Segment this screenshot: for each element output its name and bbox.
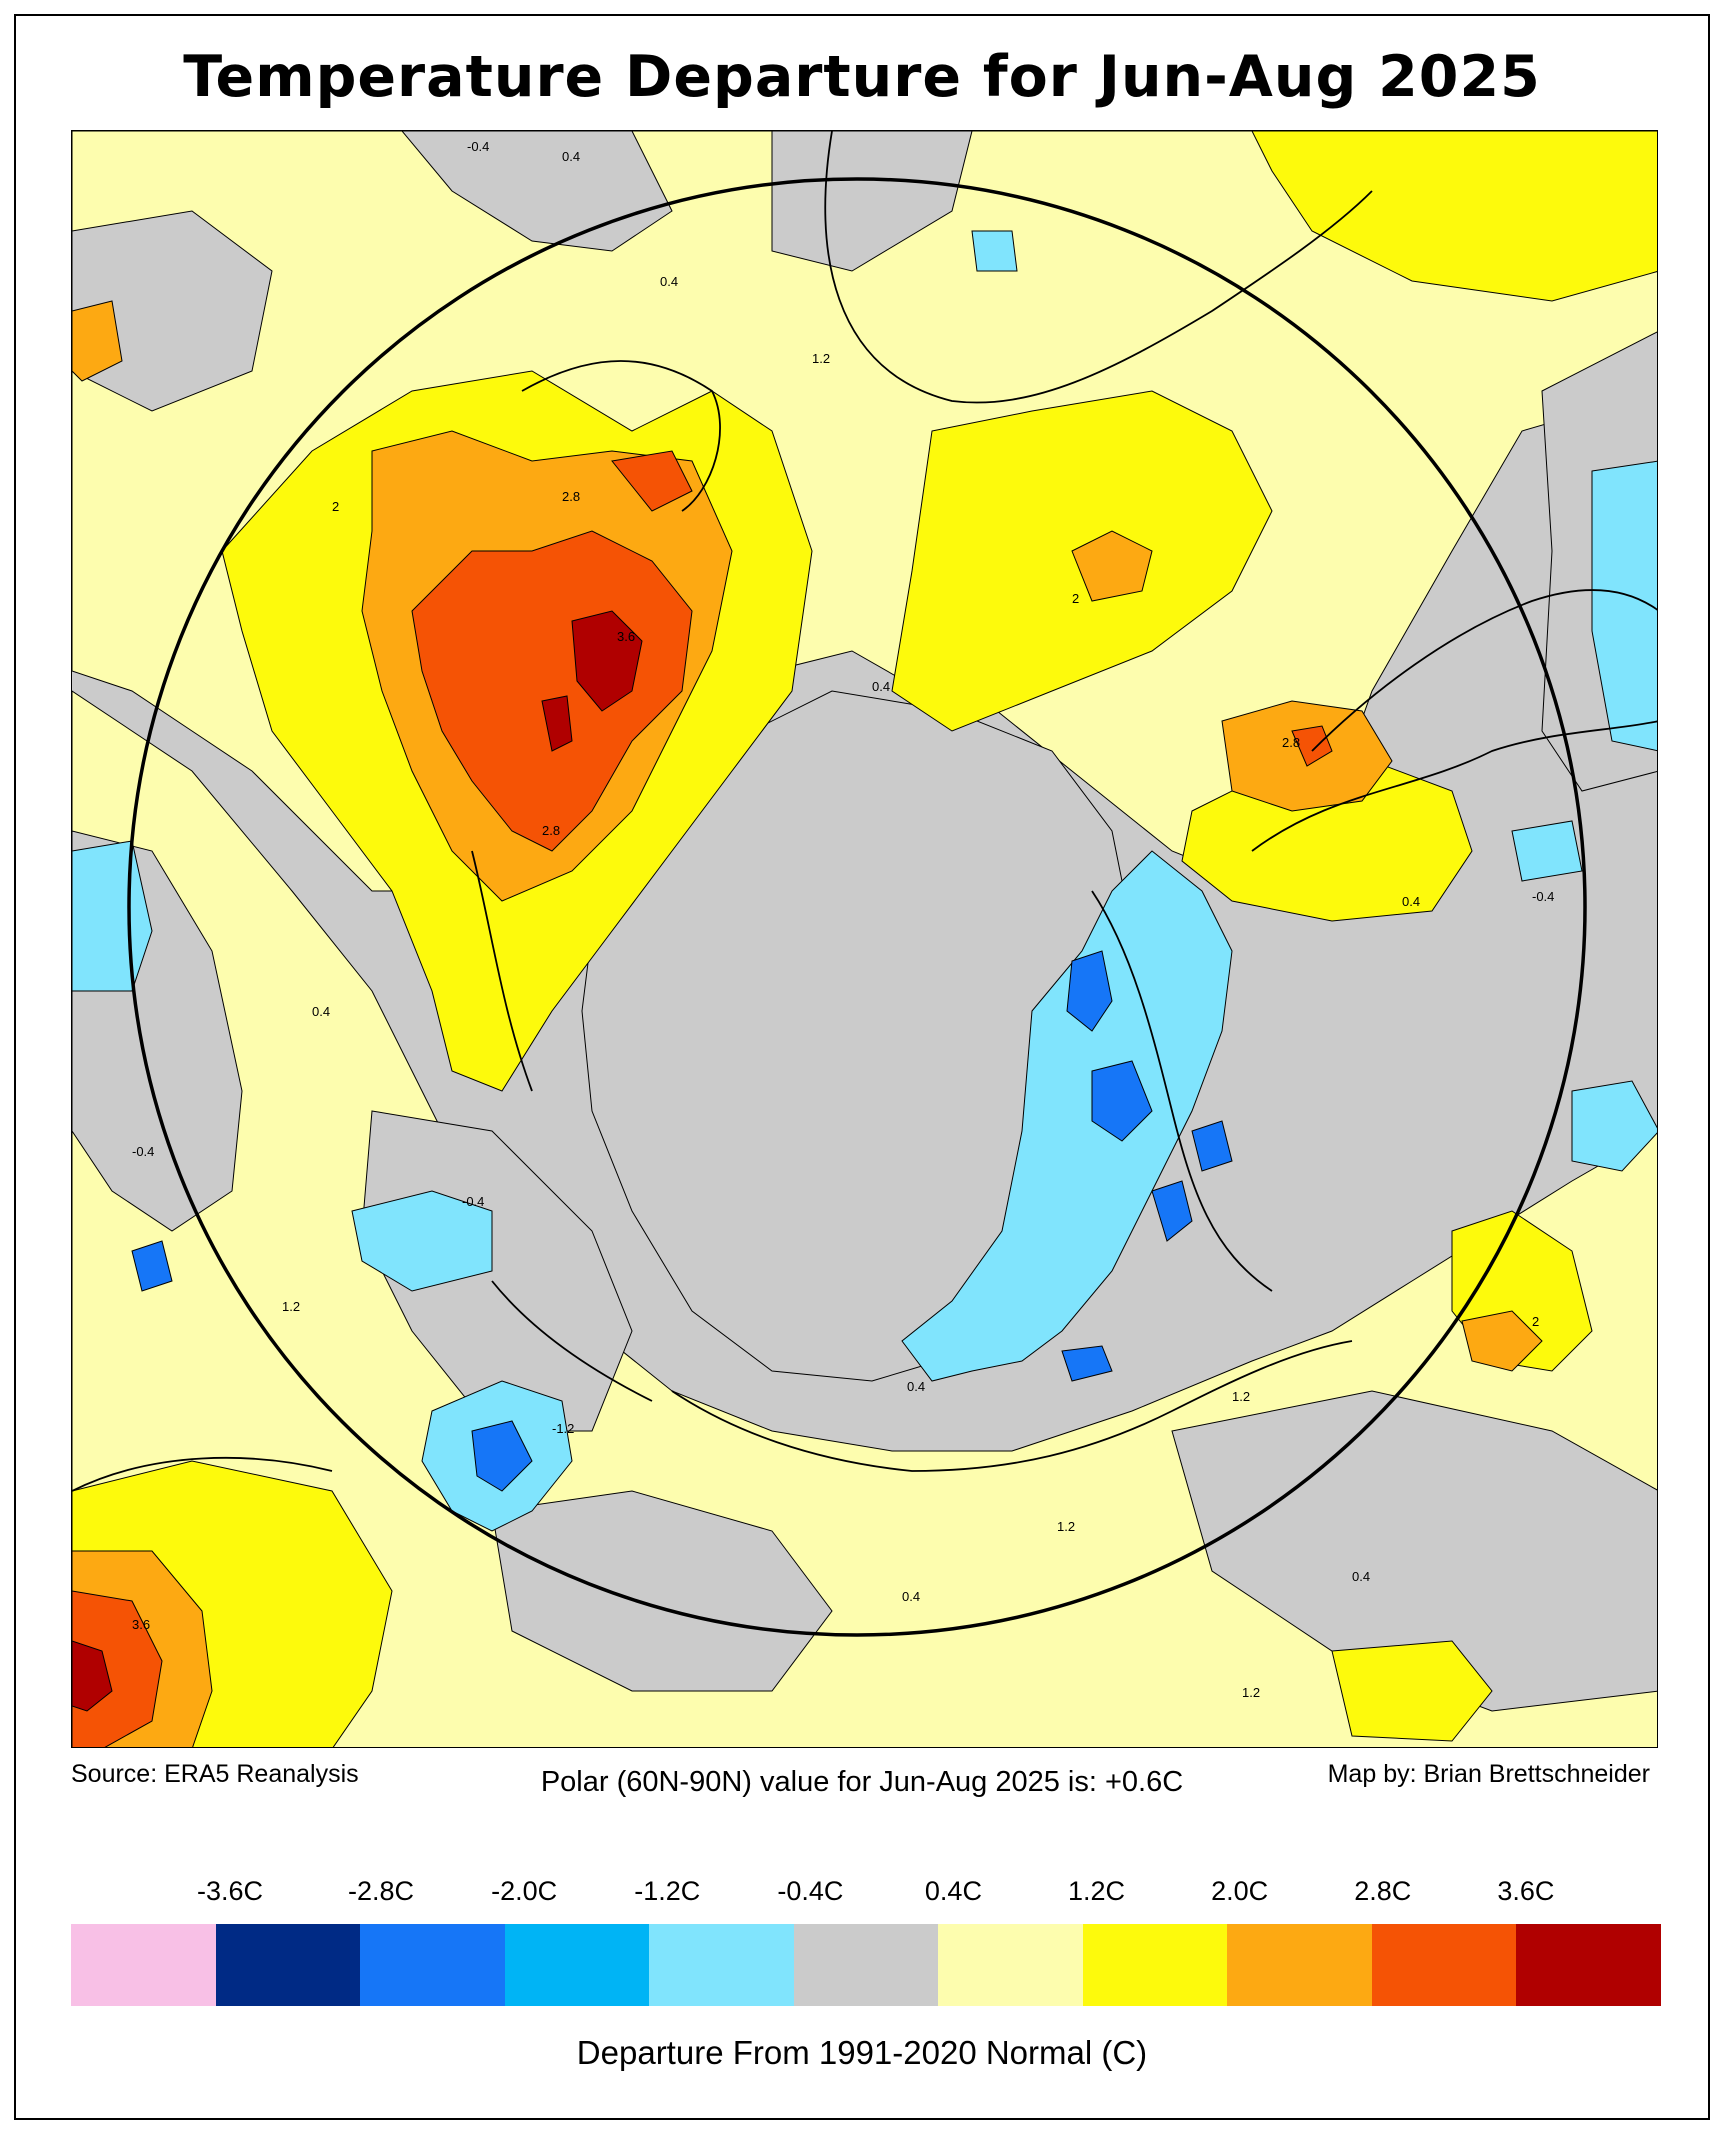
legend-swatch	[360, 1924, 505, 2006]
contour-fill-above-3.6	[72, 610, 643, 1712]
polar-value-note: Polar (60N-90N) value for Jun-Aug 2025 i…	[540, 1766, 1184, 1798]
legend-label: 3.6C	[1497, 1876, 1555, 1906]
contour-label: 0.4	[902, 1589, 920, 1604]
legend-swatch	[1082, 1924, 1228, 2006]
legend-swatch	[938, 1924, 1083, 2006]
contour-label: 3.6	[617, 629, 635, 644]
contour-label-group: -0.4 0.4 0.4 1.2 2 2.8 3.6 2.8 2.8 2 0.4…	[132, 139, 1554, 1700]
credit-note: Map by: Brian Brettschneider	[1327, 1760, 1650, 1788]
legend-swatch	[504, 1924, 650, 2006]
legend-label: 1.2C	[1068, 1876, 1126, 1906]
map-title: Temperature Departure for Jun-Aug 2025	[183, 44, 1541, 110]
contour-label: 2	[332, 499, 339, 514]
contour-label: 2.8	[562, 489, 580, 504]
legend-color-bar	[71, 1924, 1662, 2006]
contour-label: 3.6	[132, 1617, 150, 1632]
60n-latitude-circle	[127, 177, 1587, 1637]
contour-label: 0.4	[562, 149, 580, 164]
figure-border	[14, 14, 1710, 2120]
contour-label: 2	[1072, 591, 1079, 606]
contour-label: 1.2	[812, 351, 830, 366]
legend-label: -0.4C	[777, 1876, 844, 1906]
contour-label: 2.8	[542, 823, 560, 838]
contour-label: 2	[1532, 1314, 1539, 1329]
legend-swatch	[793, 1924, 939, 2006]
legend-swatch	[1516, 1924, 1662, 2006]
legend-swatch	[649, 1924, 794, 2006]
legend-swatch	[1371, 1924, 1517, 2006]
contour-label: 1.2	[1057, 1519, 1075, 1534]
source-note: Source: ERA5 Reanalysis	[71, 1760, 359, 1788]
contour-label: 0.4	[660, 274, 678, 289]
legend-swatch	[1227, 1924, 1372, 2006]
legend-label: 2.8C	[1354, 1876, 1412, 1906]
legend-label: -2.8C	[348, 1876, 415, 1906]
legend-label: -1.2C	[634, 1876, 701, 1906]
legend-label: -2.0C	[491, 1876, 558, 1906]
contour-fill-2.8-3.6	[72, 450, 1333, 1747]
polar-map: -0.4 0.4 0.4 1.2 2 2.8 3.6 2.8 2.8 2 0.4…	[71, 130, 1658, 1748]
contour-label: 1.2	[1242, 1685, 1260, 1700]
legend-label: 0.4C	[924, 1876, 982, 1906]
contour-label: 0.4	[907, 1379, 925, 1394]
contour-label: 0.4	[1352, 1569, 1370, 1584]
contour-label: -0.4	[132, 1144, 154, 1159]
legend-title: Departure From 1991-2020 Normal (C)	[576, 2034, 1148, 2071]
legend-label: -3.6C	[196, 1876, 264, 1906]
contour-label: 1.2	[1232, 1389, 1250, 1404]
legend-swatch	[71, 1924, 216, 2006]
map-canvas: -0.4 0.4 0.4 1.2 2 2.8 3.6 2.8 2.8 2 0.4…	[72, 131, 1657, 1747]
legend-label: 2.0C	[1211, 1876, 1269, 1906]
contour-label: 1.2	[282, 1299, 300, 1314]
legend-threshold-labels: -3.6C -2.8C -2.0C -1.2C -0.4C 0.4C 1.2C …	[71, 1876, 1661, 1910]
contour-label: -0.4	[467, 139, 489, 154]
legend-swatch	[215, 1924, 361, 2006]
contour-label: 2.8	[1282, 735, 1300, 750]
coastlines	[72, 131, 1657, 1492]
contour-label: -0.4	[462, 1194, 484, 1209]
contour-label: 0.4	[1402, 894, 1420, 909]
contour-label: -1.2	[552, 1421, 574, 1436]
contour-label: 0.4	[872, 679, 890, 694]
contour-label: 0.4	[312, 1004, 330, 1019]
contour-fill-neg-1.2-2.0	[131, 950, 1233, 1492]
contour-label: -0.4	[1532, 889, 1554, 904]
